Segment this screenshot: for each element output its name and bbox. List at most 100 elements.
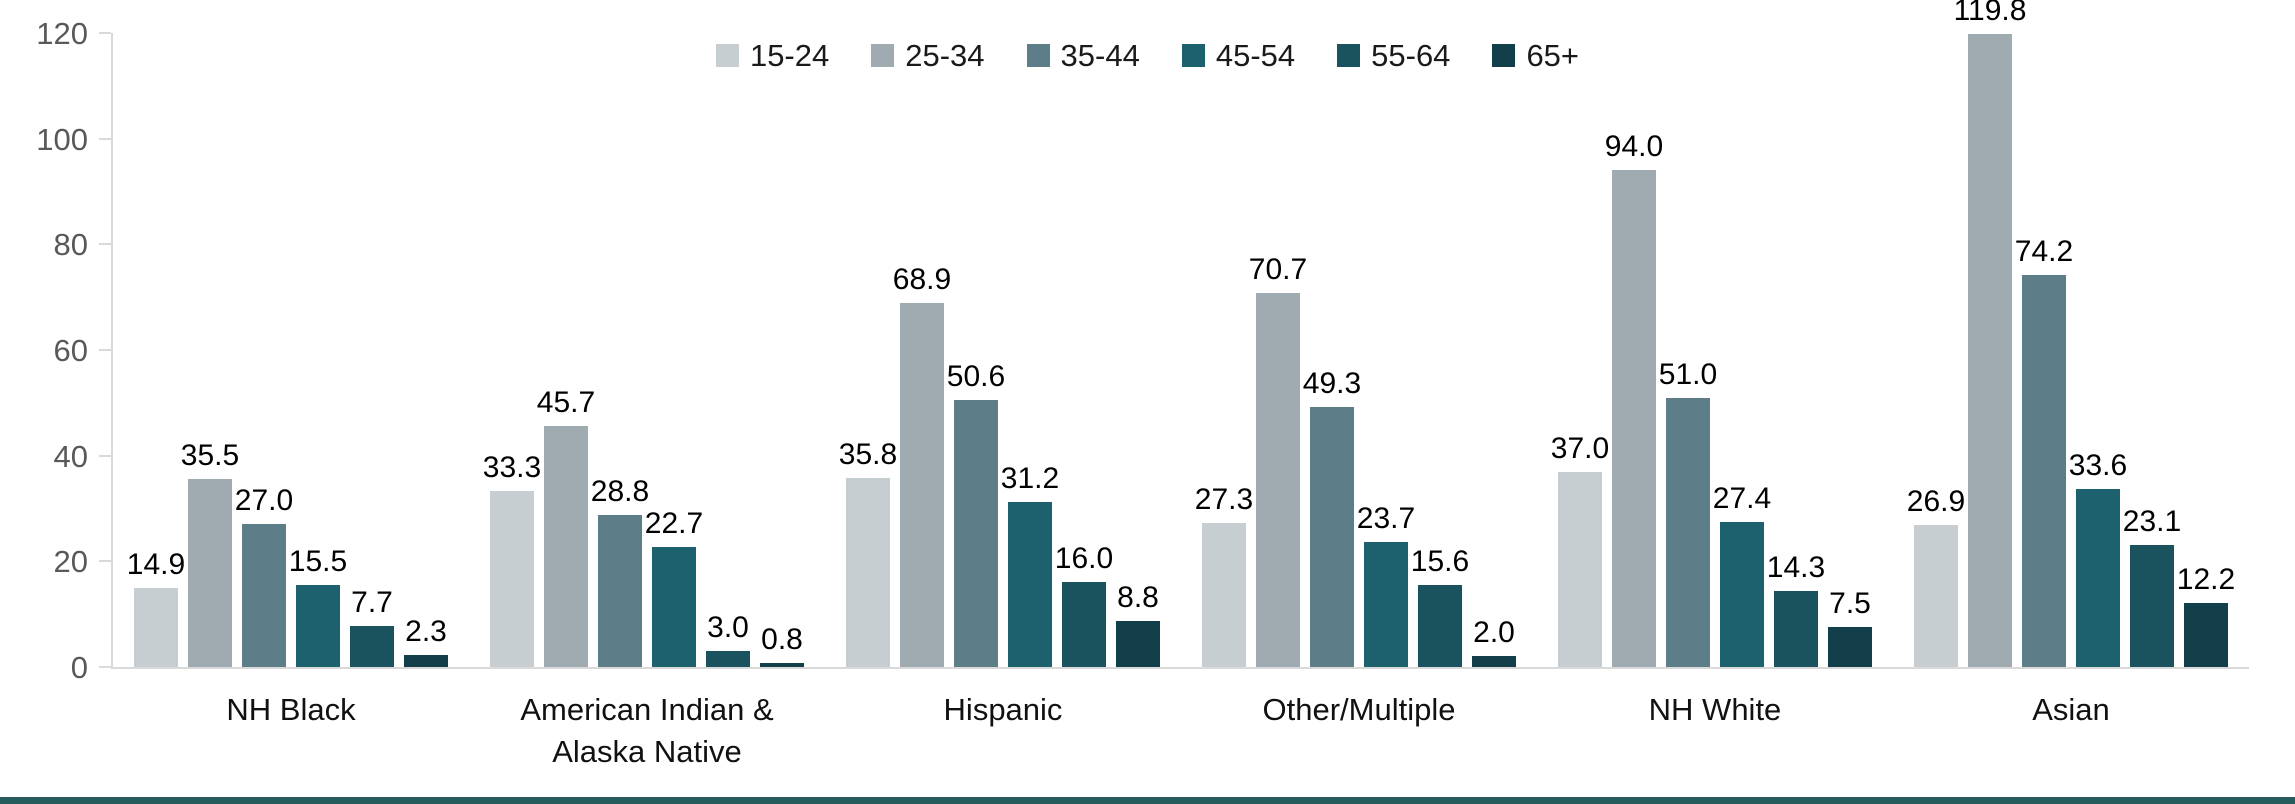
bar-nh-white-65: 7.5 [1828,589,1872,667]
bar-american-indian-alaska-native-25-34: 45.7 [537,387,595,667]
value-label-asian-25-34: 119.8 [1953,0,2027,28]
legend-label-25-34: 25-34 [905,38,985,73]
bar-nh-white-35-44: 51.0 [1659,359,1717,667]
chart-legend: 15-24 25-34 35-44 45-54 55-64 65+ [0,40,2295,71]
bar-hispanic-15-24: 35.8 [839,439,897,667]
legend-label-35-44: 35-44 [1060,38,1140,73]
y-tick-mark-60 [99,349,111,351]
value-label-other-multiple-55-64: 15.6 [1410,544,1470,578]
bar-other-multiple-65: 2.0 [1472,618,1516,667]
bar-nh-white-45-54: 27.4 [1713,484,1771,667]
value-label-asian-15-24: 26.9 [1906,484,1966,518]
bar-asian-25-34: 119.8 [1954,0,2026,667]
value-label-other-multiple-15-24: 27.3 [1194,482,1254,516]
bottom-accent-band [0,797,2295,804]
value-label-hispanic-35-44: 50.6 [946,359,1006,393]
bar-hispanic-65: 8.8 [1116,582,1160,667]
legend-swatch-25-34 [871,44,895,67]
y-axis-line [111,33,113,669]
bar-other-multiple-35-44: 49.3 [1303,368,1361,667]
value-label-american-indian-alaska-native-35-44: 28.8 [590,474,650,508]
value-label-other-multiple-35-44: 49.3 [1302,366,1362,400]
bar-other-multiple-15-24: 27.3 [1195,484,1253,667]
y-tick-label-20: 20 [53,544,88,580]
value-label-other-multiple-65: 2.0 [1473,616,1515,650]
bar-asian-35-44: 74.2 [2015,236,2073,667]
legend-swatch-55-64 [1337,44,1361,67]
value-label-hispanic-15-24: 35.8 [838,437,898,471]
legend-swatch-15-24 [715,44,739,67]
legend-label-55-64: 55-64 [1371,38,1451,73]
category-label-american-indian-alaska-native: American Indian & Alaska Native [520,692,774,769]
value-label-hispanic-45-54: 31.2 [1000,462,1060,496]
y-tick-mark-100 [99,137,111,140]
value-label-nh-white-25-34: 94.0 [1604,130,1664,164]
bar-hispanic-45-54: 31.2 [1001,464,1059,667]
legend-label-65: 65+ [1526,38,1580,73]
value-label-hispanic-25-34: 68.9 [892,262,952,296]
bar-nh-black-15-24: 14.9 [127,550,185,667]
bar-group-asian: 26.9 119.8 74.2 33.6 23.1 12.2 Asian [1893,0,2249,727]
category-label-hispanic: Hispanic [943,692,1063,727]
value-label-nh-black-15-24: 14.9 [126,548,186,582]
value-label-american-indian-alaska-native-55-64: 3.0 [707,611,749,645]
y-tick-label-100: 100 [36,121,88,157]
bar-group-american-indian-alaska-native: 33.3 45.7 28.8 22.7 3.0 0.8 American Indian & … [469,33,825,769]
y-tick-mark-120 [99,32,111,34]
value-label-nh-black-65: 2.3 [405,614,447,648]
legend-swatch-65 [1492,44,1516,67]
y-tick-label-60: 60 [53,333,88,368]
bar-hispanic-25-34: 68.9 [893,264,951,667]
bar-american-indian-alaska-native-15-24: 33.3 [483,453,541,667]
legend-item-65: 65+ [1492,40,1579,71]
bar-american-indian-alaska-native-35-44: 28.8 [591,476,649,667]
y-tick-mark-20 [99,560,111,563]
bar-asian-15-24: 26.9 [1907,486,1965,667]
bar-nh-black-45-54: 15.5 [289,547,347,667]
bar-asian-55-64: 23.1 [2123,506,2181,667]
bar-american-indian-alaska-native-55-64: 3.0 [706,613,750,667]
value-label-asian-45-54: 33.6 [2068,449,2128,483]
value-label-nh-white-45-54: 27.4 [1712,482,1772,516]
y-tick-label-120: 120 [36,16,88,51]
y-tick-mark-40 [99,454,111,457]
bar-hispanic-35-44: 50.6 [947,361,1005,667]
bar-group-hispanic: 35.8 68.9 50.6 31.2 16.0 8.8 Hispanic [825,33,1181,727]
bar-other-multiple-55-64: 15.6 [1411,546,1469,667]
category-label-asian: Asian [2032,692,2110,727]
legend-label-15-24: 15-24 [749,38,830,73]
legend-item-35-44: 35-44 [1026,38,1140,73]
legend-label-45-54: 45-54 [1215,38,1296,73]
category-label-nh-black: NH Black [226,692,356,727]
value-label-nh-white-35-44: 51.0 [1658,357,1718,391]
value-label-other-multiple-45-54: 23.7 [1356,501,1416,535]
bar-group-other-multiple: 27.3 70.7 49.3 23.7 15.6 2.0 Other/Multiple [1181,33,1537,727]
value-label-other-multiple-25-34: 70.7 [1248,253,1308,287]
legend-item-25-34: 25-34 [871,38,985,73]
value-label-nh-white-65: 7.5 [1829,587,1871,621]
bar-asian-65: 12.2 [2177,564,2235,667]
bar-asian-45-54: 33.6 [2069,451,2127,667]
bar-american-indian-alaska-native-45-54: 22.7 [645,509,703,667]
legend-item-45-54: 45-54 [1181,38,1296,73]
plot-area: 14.9 35.5 27.0 15.5 7.7 2.3 NH Black 33.3 45.7 28… [36,0,2249,769]
value-label-asian-65: 12.2 [2176,562,2236,596]
bar-american-indian-alaska-native-65: 0.8 [760,624,804,667]
y-tick-label-0: 0 [70,650,88,685]
y-tick-label-40: 40 [53,438,88,474]
value-label-asian-35-44: 74.2 [2014,234,2074,268]
bar-nh-black-35-44: 27.0 [235,486,293,667]
value-label-hispanic-65: 8.8 [1117,580,1159,614]
bar-hispanic-55-64: 16.0 [1055,544,1113,667]
value-label-nh-white-15-24: 37.0 [1550,431,1610,465]
category-label-nh-white: NH White [1648,692,1782,727]
value-label-nh-black-45-54: 15.5 [288,545,348,579]
value-label-nh-white-55-64: 14.3 [1766,551,1826,585]
y-tick-mark-80 [99,243,111,246]
category-label-other-multiple: Other/Multiple [1262,692,1456,727]
value-label-asian-55-64: 23.1 [2122,504,2182,538]
bar-nh-black-25-34: 35.5 [181,441,239,667]
bar-nh-white-25-34: 94.0 [1605,132,1663,667]
legend-swatch-45-54 [1181,44,1205,67]
bar-groups: 14.9 35.5 27.0 15.5 7.7 2.3 NH Black 33.3 45.7 28… [113,0,2249,769]
